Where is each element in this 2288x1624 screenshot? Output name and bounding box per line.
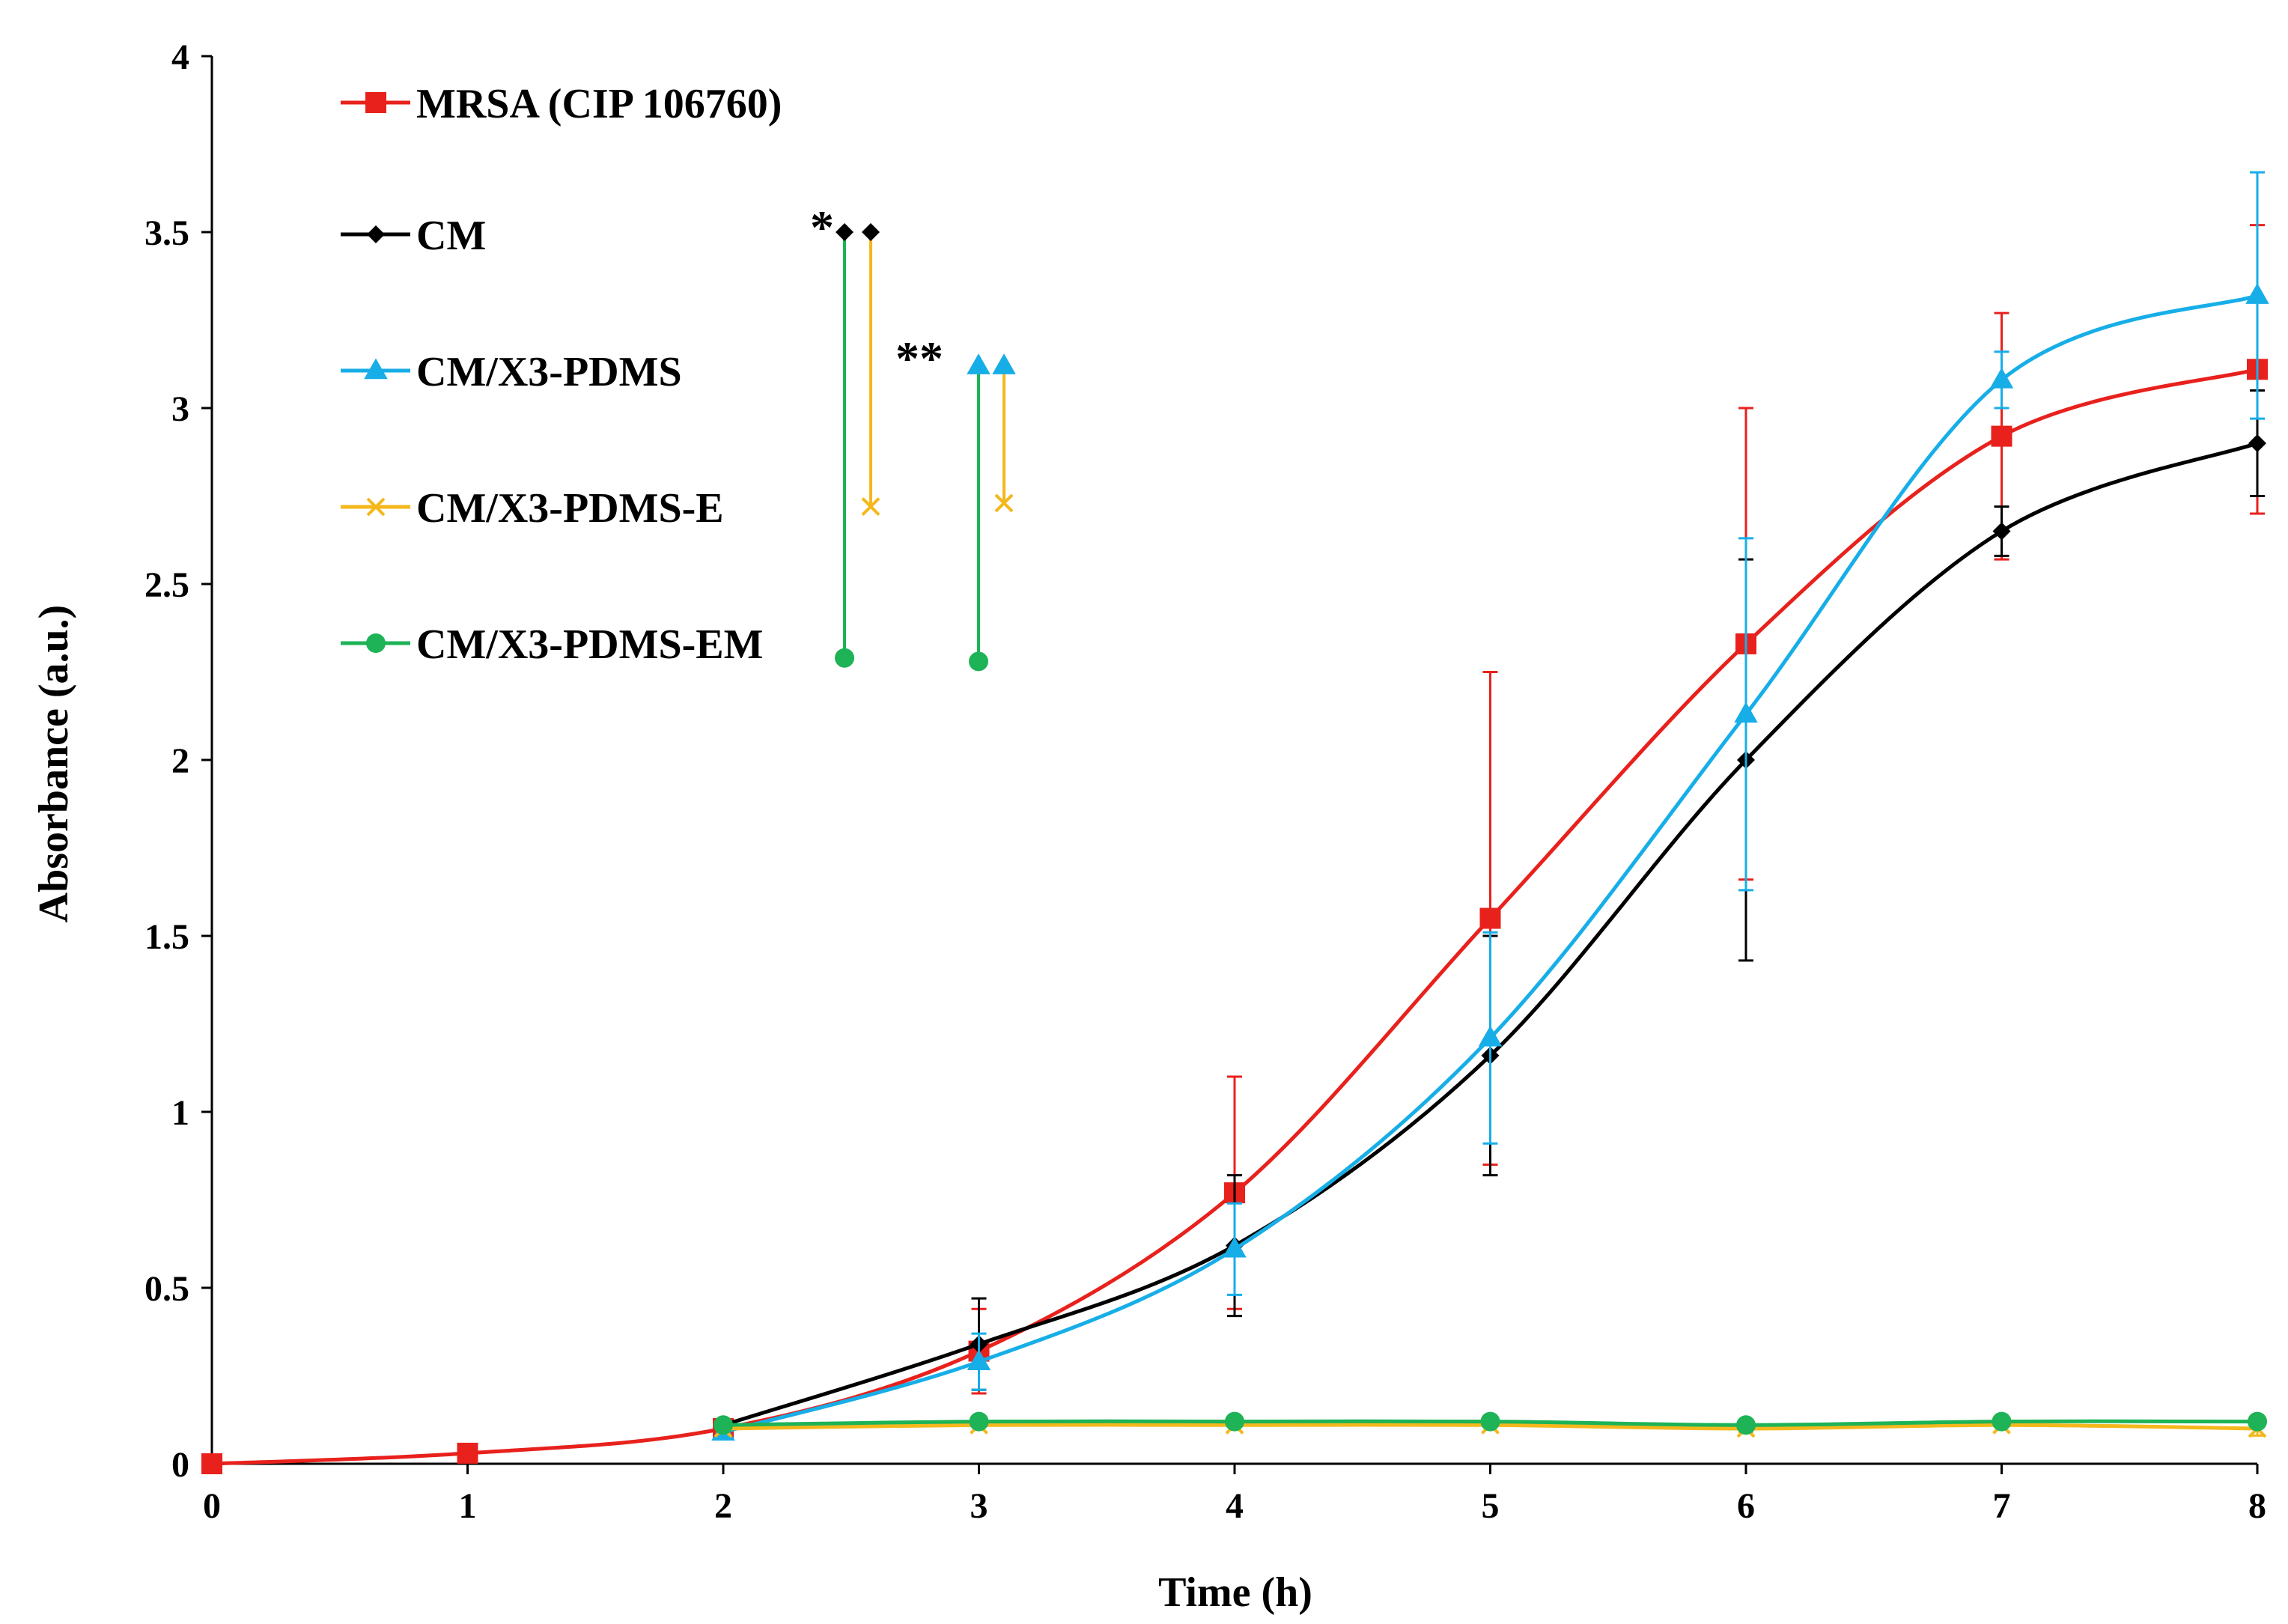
legend-label: CM/X3-PDMS-EM [416,621,763,668]
x-tick-label: 0 [203,1486,221,1526]
x-tick-label: 3 [970,1486,988,1526]
data-point [1478,1025,1503,1047]
y-tick-label: 3.5 [144,213,189,253]
bracket-top-marker [862,223,880,241]
y-axis-ticks: 0 0.5 1 1.5 2 2.5 3 3.5 4 [144,37,212,1485]
data-point [1989,367,2014,389]
data-point [1736,1415,1756,1435]
bracket-top-marker [967,353,991,374]
series-cm-x3-pdms-em [714,1411,2267,1435]
data-point [1223,1236,1247,1258]
plot-area [201,171,2269,1474]
y-tick-label: 1 [171,1093,189,1133]
legend-marker [367,225,385,243]
y-tick-label: 4 [171,37,189,77]
legend-item-cm: CM [341,213,486,259]
significance-star: * [810,201,834,254]
data-point [201,1453,222,1474]
x-tick-label: 1 [459,1486,477,1526]
data-point [457,1442,478,1464]
significance-group: ** [895,332,1016,672]
data-point [1734,702,1758,723]
legend-marker [364,358,388,380]
bracket-top-marker [992,353,1016,374]
legend: MRSA (CIP 106760) CM CM/X3-PDMS CM/X3-PDMS-… [341,81,782,668]
significance-star: ** [895,332,943,385]
y-tick-label: 0 [171,1445,189,1485]
y-tick-label: 2.5 [144,565,189,605]
legend-label: CM/X3-PDMS-E [416,485,724,532]
significance-annotations: *** [810,201,1016,672]
x-axis-title: Time (h) [1158,1569,1312,1616]
bracket-top-marker [836,223,854,241]
legend-marker [366,633,386,653]
x-tick-label: 8 [2248,1486,2266,1526]
significance-group: * [810,201,880,668]
y-tick-label: 2 [171,741,189,781]
data-point [1225,1411,1244,1432]
legend-label: CM [416,213,486,259]
legend-label: CM/X3-PDMS [416,349,682,395]
legend-label: MRSA (CIP 106760) [416,81,782,127]
data-point [2245,283,2269,304]
y-axis-title: Absorbance (a.u.) [31,605,77,923]
data-point [1992,1411,2012,1432]
y-tick-label: 3 [171,389,189,429]
bracket-bottom-marker [861,497,880,517]
data-point [967,1349,991,1370]
data-point [1479,907,1501,929]
bracket-bottom-marker [835,648,854,668]
legend-item-cm-x3-pdms-em: CM/X3-PDMS-EM [341,621,763,668]
x-axis-ticks: 0 1 2 3 4 5 6 7 8 [203,1464,2266,1526]
data-point [2248,434,2266,452]
legend-item-mrsa-cip-106760: MRSA (CIP 106760) [341,81,782,127]
y-tick-label: 0.5 [144,1269,189,1309]
bracket-bottom-marker [994,493,1014,513]
data-point [2248,1411,2267,1432]
legend-marker [365,92,386,113]
x-tick-label: 2 [714,1486,732,1526]
data-point [1991,425,2012,447]
bracket-bottom-marker [969,651,988,672]
data-point [1480,1411,1500,1432]
x-tick-label: 7 [1993,1486,2011,1526]
legend-marker [366,497,386,517]
x-tick-label: 6 [1737,1486,1755,1526]
series-line [211,367,2258,1466]
data-point [714,1415,733,1435]
y-tick-label: 1.5 [144,917,189,957]
series-cm-x3-pdms [711,171,2269,1441]
legend-item-cm-x3-pdms: CM/X3-PDMS [341,349,682,395]
x-tick-label: 4 [1226,1486,1244,1526]
legend-item-cm-x3-pdms-e: CM/X3-PDMS-E [341,485,724,532]
x-tick-label: 5 [1482,1486,1500,1526]
data-point [969,1411,989,1432]
data-point [1992,522,2011,541]
